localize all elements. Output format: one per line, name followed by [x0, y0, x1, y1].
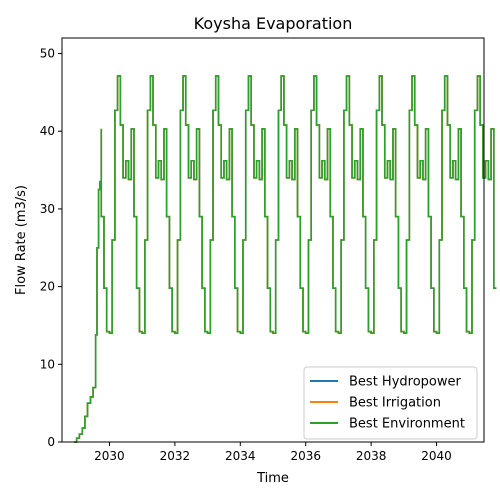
x-tick-label: 2038	[356, 449, 387, 463]
y-tick-label: 0	[47, 435, 55, 449]
legend: Best Hydropower Best Irrigation Best Envir…	[303, 366, 478, 440]
x-axis-ticks: 2030 2032 2034 2036 2038 2040	[94, 442, 452, 463]
x-tick-label: 2040	[421, 449, 452, 463]
y-axis-label: Flow Rate (m3/s)	[14, 185, 29, 295]
x-tick-label: 2030	[94, 449, 125, 463]
x-axis-label: Time	[256, 471, 289, 486]
x-tick-label: 2036	[290, 449, 321, 463]
y-tick-label: 40	[40, 124, 55, 138]
y-axis-ticks: 0 10 20 30 40 50	[40, 47, 62, 449]
x-tick-label: 2032	[160, 449, 191, 463]
legend-box	[303, 366, 478, 440]
y-tick-label: 10	[40, 357, 55, 371]
plot-lines	[74, 75, 497, 443]
plot-frame	[61, 37, 485, 443]
y-tick-label: 30	[40, 202, 55, 216]
y-tick-label: 20	[40, 280, 55, 294]
y-tick-label: 50	[40, 47, 55, 61]
legend-label: Best Environment	[349, 417, 465, 432]
x-tick-label: 2034	[225, 449, 256, 463]
legend-label: Best Irrigation	[349, 396, 441, 411]
chart-title: Koysha Evaporation	[194, 14, 353, 33]
legend-label: Best Hydropower	[349, 375, 461, 390]
series-line-best-environment	[74, 75, 497, 443]
